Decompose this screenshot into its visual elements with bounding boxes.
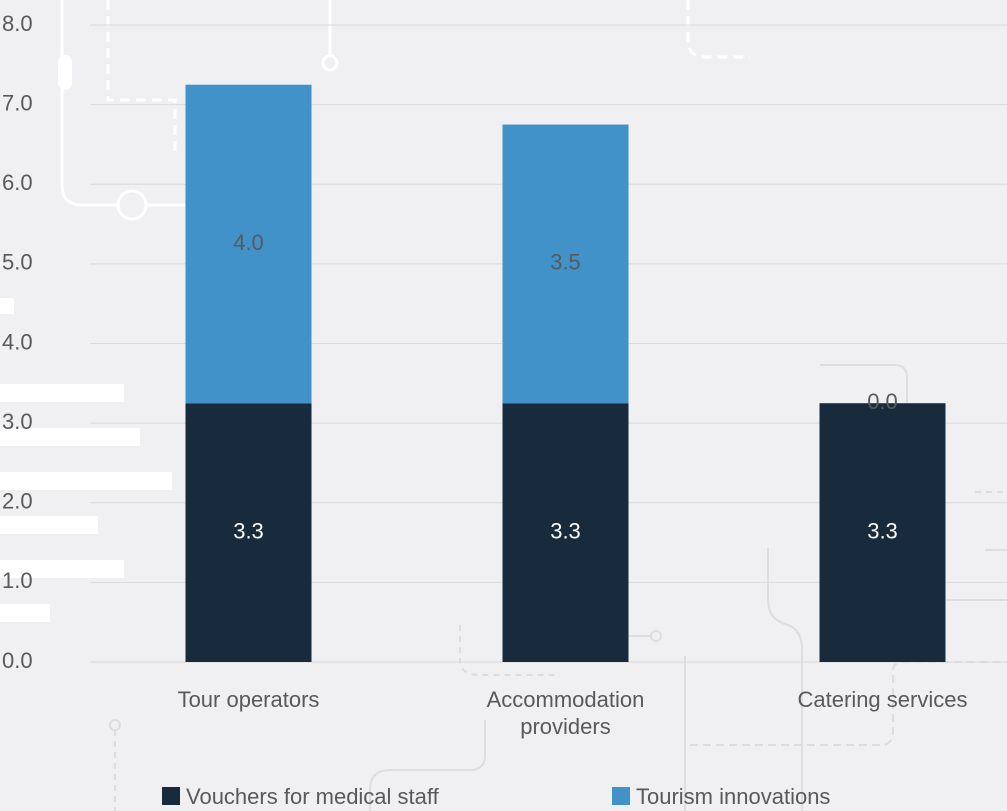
bar-segment bbox=[502, 403, 629, 662]
bar-segment bbox=[185, 403, 312, 662]
x-tick-label: Catering services bbox=[797, 687, 968, 712]
y-tick-label: 1.0 bbox=[2, 568, 33, 593]
data-label: 3.3 bbox=[867, 518, 898, 543]
legend-swatch bbox=[162, 787, 180, 805]
data-label: 3.3 bbox=[550, 518, 581, 543]
data-label: 4.0 bbox=[233, 230, 264, 255]
legend-swatch bbox=[612, 787, 630, 805]
legend-label: Tourism innovations bbox=[636, 784, 831, 809]
data-label: 0.0 bbox=[867, 389, 898, 414]
y-tick-label: 8.0 bbox=[2, 11, 33, 36]
x-tick-label: Accommodation providers bbox=[486, 687, 645, 739]
legend-item: Vouchers for medical staff bbox=[162, 784, 439, 810]
legend-label: Vouchers for medical staff bbox=[186, 784, 439, 809]
y-tick-label: 5.0 bbox=[2, 250, 33, 275]
y-tick-label: 2.0 bbox=[2, 489, 33, 514]
x-tick-label: Tour operators bbox=[177, 687, 320, 712]
y-tick-label: 4.0 bbox=[2, 329, 33, 354]
y-tick-label: 3.0 bbox=[2, 409, 33, 434]
bar-segment bbox=[185, 84, 312, 404]
y-tick-label: 0.0 bbox=[2, 648, 33, 673]
legend-item: Tourism innovations bbox=[612, 784, 830, 810]
y-tick-label: 7.0 bbox=[2, 90, 33, 115]
data-label: 3.5 bbox=[550, 250, 581, 275]
data-label: 3.3 bbox=[233, 518, 264, 543]
y-tick-label: 6.0 bbox=[2, 170, 33, 195]
bar-segment bbox=[502, 124, 629, 404]
bar-segment bbox=[819, 403, 946, 662]
